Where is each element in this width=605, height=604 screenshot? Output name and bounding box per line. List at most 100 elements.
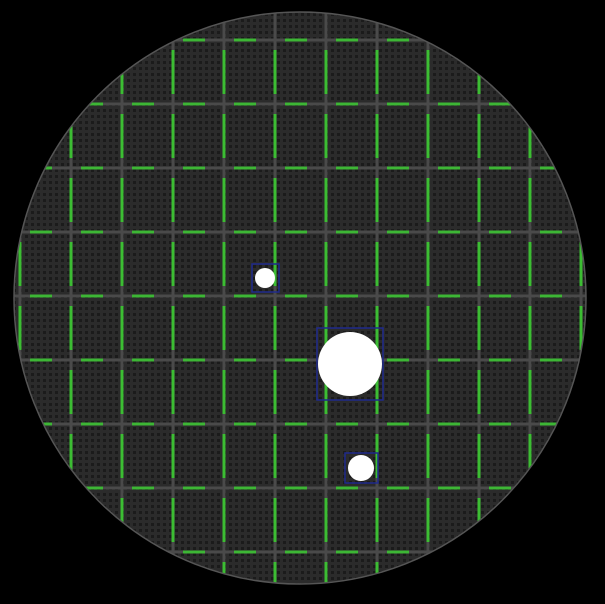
marker-horizontal [132,230,154,234]
marker-vertical [324,434,328,478]
marker-vertical [222,114,226,158]
marker-horizontal [183,422,205,426]
marker-horizontal [438,422,460,426]
marker-vertical [171,242,175,286]
marker-vertical [426,50,430,94]
marker-horizontal [183,550,205,554]
marker-vertical [120,434,124,478]
marker-horizontal [285,550,307,554]
marker-horizontal [540,230,562,234]
marker-vertical [528,242,532,286]
marker-horizontal [540,358,562,362]
marker-horizontal [81,102,103,106]
marker-vertical [69,114,73,158]
marker-vertical [375,370,379,414]
marker-horizontal [183,486,205,490]
marker-horizontal [183,358,205,362]
marker-vertical [222,242,226,286]
marker-vertical [426,498,430,542]
marker-vertical [426,178,430,222]
marker-vertical [171,434,175,478]
marker-vertical [426,114,430,158]
marker-horizontal [489,486,511,490]
marker-horizontal [387,550,409,554]
marker-horizontal [234,294,256,298]
marker-horizontal [387,102,409,106]
marker-horizontal [132,294,154,298]
marker-horizontal [81,166,103,170]
marker-vertical [120,370,124,414]
marker-horizontal [285,166,307,170]
marker-horizontal [336,166,358,170]
marker-vertical [579,242,583,286]
marker-vertical [222,306,226,350]
marker-horizontal [489,294,511,298]
defect-spot [348,455,374,481]
marker-horizontal [387,294,409,298]
marker-vertical [171,306,175,350]
marker-horizontal [183,38,205,42]
marker-horizontal [489,102,511,106]
marker-horizontal [438,358,460,362]
marker-vertical [477,306,481,350]
defect-small-left [251,263,280,293]
marker-horizontal [285,422,307,426]
marker-vertical [528,178,532,222]
marker-horizontal [387,422,409,426]
marker-horizontal [540,422,562,426]
marker-vertical [222,50,226,94]
marker-horizontal [438,166,460,170]
marker-vertical [69,370,73,414]
defect-box [251,263,280,293]
marker-horizontal [183,294,205,298]
marker-horizontal [81,422,103,426]
marker-vertical [528,306,532,350]
marker-vertical [426,434,430,478]
marker-horizontal [336,294,358,298]
marker-vertical [69,306,73,350]
marker-horizontal [336,422,358,426]
marker-horizontal [234,38,256,42]
marker-horizontal [81,358,103,362]
marker-horizontal [132,486,154,490]
marker-vertical [120,498,124,542]
marker-vertical [324,178,328,222]
marker-vertical [375,498,379,542]
marker-horizontal [234,422,256,426]
marker-horizontal [387,230,409,234]
marker-horizontal [387,358,409,362]
marker-horizontal [336,486,358,490]
marker-vertical [120,306,124,350]
marker-vertical [273,178,277,222]
marker-vertical [324,370,328,414]
marker-horizontal [489,422,511,426]
defect-large-center [316,327,384,401]
marker-vertical [273,562,277,584]
marker-horizontal [336,38,358,42]
marker-vertical [426,306,430,350]
marker-vertical [171,498,175,542]
marker-vertical [426,242,430,286]
marker-horizontal [132,102,154,106]
marker-vertical [18,306,22,350]
marker-vertical [120,114,124,158]
marker-vertical [375,50,379,94]
marker-horizontal [336,550,358,554]
marker-horizontal [285,358,307,362]
marker-vertical [324,562,328,584]
marker-horizontal [234,230,256,234]
marker-vertical [222,434,226,478]
marker-horizontal [489,166,511,170]
marker-horizontal [438,102,460,106]
marker-vertical [375,242,379,286]
marker-horizontal [183,102,205,106]
marker-horizontal [540,166,562,170]
marker-vertical [375,114,379,158]
marker-horizontal [438,486,460,490]
marker-horizontal [81,294,103,298]
defect-spot [255,268,275,288]
marker-vertical [120,178,124,222]
marker-vertical [222,498,226,542]
marker-horizontal [387,38,409,42]
